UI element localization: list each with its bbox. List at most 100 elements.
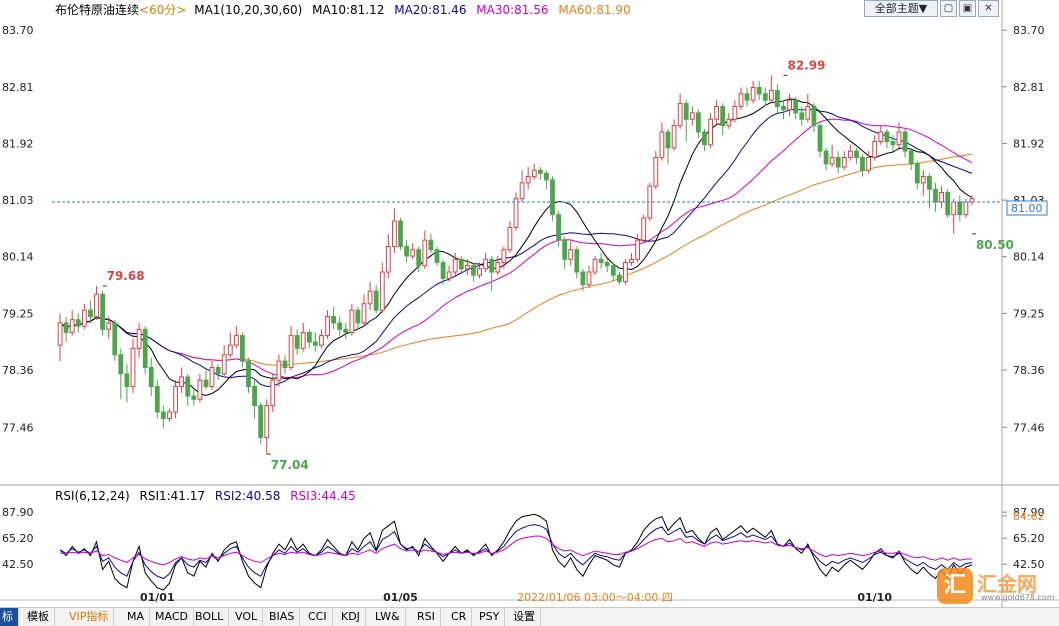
- candle-body: [683, 102, 689, 120]
- candle-body: [854, 150, 859, 159]
- candle-body: [689, 112, 695, 120]
- watermark-name: 汇金网: [977, 572, 1037, 596]
- candle-body: [337, 322, 343, 330]
- candle-body: [544, 172, 549, 181]
- candle-body: [933, 188, 938, 203]
- candle-body: [550, 179, 555, 216]
- current-price-label: 81.00: [1011, 202, 1043, 215]
- indicator-toolbar: 标 模板 VIP指标 MA MACD BOLL VOL BIAS CCI KDJ…: [0, 607, 1059, 626]
- candle-body: [489, 258, 495, 273]
- rsi-tick-label: 42.50: [1013, 558, 1045, 571]
- toolbar-item-template[interactable]: 模板: [22, 608, 55, 626]
- rsi1-value: RSI1:41.17: [139, 489, 206, 503]
- candle-body: [841, 157, 847, 168]
- candle-body: [440, 262, 446, 279]
- toolbar-item-psy[interactable]: PSY: [474, 608, 506, 626]
- toolbar-item-indicator[interactable]: 标: [0, 608, 19, 626]
- candle-body: [902, 131, 908, 152]
- candle-body: [477, 268, 482, 276]
- toolbar-item-settings[interactable]: 设置: [508, 608, 541, 626]
- candle-body: [63, 322, 69, 333]
- candle-body: [142, 328, 148, 368]
- candle-body: [702, 131, 707, 146]
- candle-body: [349, 309, 355, 334]
- candle-body: [148, 367, 154, 388]
- price-axis: 83.7083.7082.8182.8181.9281.9281.0381.03…: [2, 24, 1048, 571]
- toolbar-item-cci[interactable]: CCI: [303, 608, 333, 626]
- toolbar-item-vip[interactable]: VIP指标: [64, 608, 115, 626]
- candle-body: [75, 319, 81, 327]
- candle-body: [221, 354, 227, 375]
- candle-body: [495, 262, 501, 273]
- maximize-icon[interactable]: ▣: [959, 0, 976, 17]
- candle-body: [246, 360, 251, 388]
- candle-body: [483, 258, 489, 270]
- rsi-tick-label: 87.90: [1013, 506, 1045, 519]
- candle-body: [355, 309, 361, 324]
- candle-body: [258, 405, 264, 438]
- candle-body: [617, 274, 622, 283]
- candle-body: [294, 335, 300, 349]
- toolbar-item-lw[interactable]: LW&: [370, 608, 406, 626]
- candle-body: [744, 93, 750, 101]
- toolbar-item-macd[interactable]: MACD: [150, 608, 194, 626]
- all-themes-dropdown[interactable]: 全部主题▼: [864, 0, 938, 17]
- candle-body: [209, 367, 215, 388]
- candle-body: [240, 335, 245, 362]
- watermark-logo-icon: 汇: [937, 568, 973, 604]
- rsi-lines: [59, 513, 973, 591]
- toolbar-item-boll[interactable]: BOLL: [190, 608, 230, 626]
- price-tick-label: 78.36: [1013, 364, 1045, 377]
- rsi-tick-label: 84.62: [1013, 510, 1045, 523]
- candle-body: [361, 303, 367, 324]
- candle-body: [653, 157, 659, 187]
- annotation-label: 77.04: [271, 458, 309, 472]
- price-tick-label-left: 79.25: [2, 307, 34, 320]
- annotation-label: 82.99: [787, 58, 825, 72]
- candle-body: [392, 220, 397, 248]
- rsi-tick-label-left: 42.50: [2, 558, 34, 571]
- price-tick-label-left: 77.46: [2, 421, 34, 434]
- ma30-value: MA30:81.56: [476, 3, 549, 17]
- candle-body: [288, 335, 294, 368]
- toolbar-item-bias[interactable]: BIAS: [264, 608, 301, 626]
- candle-body: [513, 198, 519, 228]
- candle-body: [592, 258, 598, 273]
- period-selector[interactable]: <60分>: [139, 3, 187, 17]
- ma20-line: [59, 108, 973, 387]
- candle-body: [951, 201, 957, 216]
- candle-body: [367, 290, 373, 305]
- candle-body: [185, 376, 191, 397]
- candle-body: [580, 271, 586, 286]
- candle-body: [890, 141, 896, 146]
- toolbar-item-ma[interactable]: MA: [122, 608, 151, 626]
- price-tick-label: 83.70: [1013, 24, 1045, 37]
- candle-body: [191, 395, 197, 400]
- candle-body: [756, 87, 762, 95]
- chart-header: 布伦特原油连续<60分> MA1(10,20,30,60) MA10:81.12…: [55, 2, 637, 18]
- restore-icon[interactable]: ▢: [940, 0, 957, 17]
- toolbar-item-rsi[interactable]: RSI: [412, 608, 441, 626]
- instrument-title: 布伦特原油连续: [55, 3, 140, 17]
- toolbar-item-kdj[interactable]: KDJ: [336, 608, 366, 626]
- candle-body: [750, 87, 756, 101]
- rsi2-value: RSI2:40.58: [214, 489, 281, 503]
- rsi-tick-label: 65.20: [1013, 532, 1045, 545]
- candle-body: [264, 405, 270, 438]
- price-tick-label: 77.46: [1013, 421, 1045, 434]
- toolbar-item-cr[interactable]: CR: [446, 608, 473, 626]
- toolbar-item-vol[interactable]: VOL: [230, 608, 264, 626]
- candlestick-series: [57, 75, 975, 454]
- price-tick-label-left: 83.70: [2, 24, 34, 37]
- close-icon[interactable]: ✕: [978, 0, 999, 17]
- date-label: 01/01: [140, 591, 175, 604]
- candle-body: [604, 262, 610, 267]
- candle-body: [920, 176, 926, 184]
- rsi-indicator-label: RSI(6,12,24): [55, 489, 130, 503]
- rsi-series-rsi2: [59, 524, 973, 580]
- candle-body: [696, 112, 701, 133]
- candle-body: [410, 249, 416, 257]
- ma10-value: MA10:81.12: [312, 3, 385, 17]
- candle-body: [398, 220, 403, 248]
- candle-body: [939, 192, 945, 203]
